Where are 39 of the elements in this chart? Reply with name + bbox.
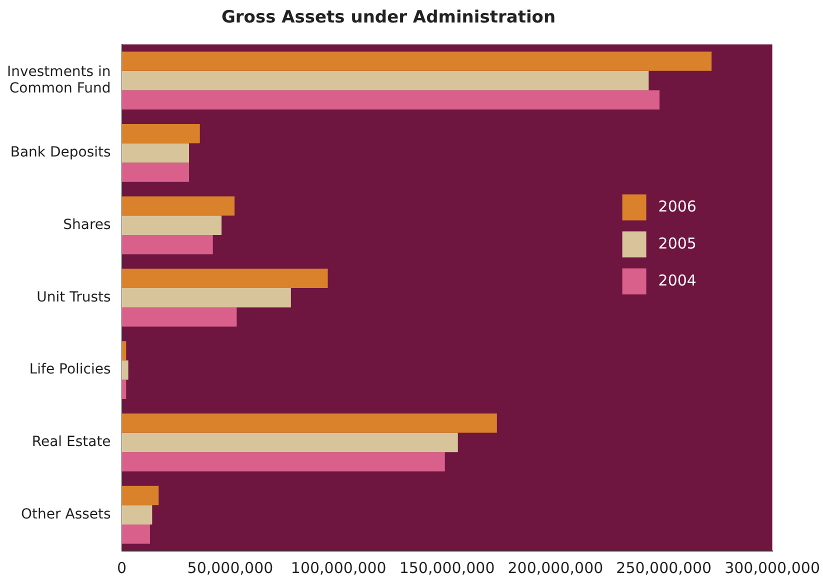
x-tick-label: 100,000,000: [290, 558, 386, 577]
bar: [122, 524, 150, 544]
bar: [122, 505, 152, 524]
y-tick-label: Shares: [63, 216, 111, 233]
legend-label: 2006: [658, 197, 696, 216]
x-tick-label: 50,000,000: [187, 558, 274, 577]
y-tick-label: Bank Deposits: [10, 144, 111, 161]
bar: [122, 341, 126, 360]
bar: [122, 90, 660, 110]
bar: [122, 143, 190, 163]
legend-label: 2005: [658, 234, 696, 252]
bar: [122, 234, 213, 254]
y-tick-label: Investments in Common Fund: [6, 64, 111, 97]
x-tick-label: 150,000,000: [399, 558, 495, 577]
x-tick-label: 0: [117, 558, 127, 577]
bar: [122, 52, 712, 71]
x-tick-label: 250,000,000: [616, 558, 712, 577]
bar: [122, 452, 445, 472]
legend-label: 2004: [658, 271, 696, 290]
bar: [122, 486, 159, 506]
bar: [122, 307, 237, 327]
bar: [122, 360, 128, 380]
y-tick-label: Other Assets: [21, 506, 111, 522]
bar: [122, 70, 649, 90]
bar: [122, 380, 126, 400]
bar: [122, 268, 328, 288]
bar: [122, 413, 497, 433]
y-tick-label: Unit Trusts: [36, 289, 111, 306]
chart-title: Gross Assets under Administration: [221, 8, 556, 28]
bar: [122, 196, 235, 216]
bar: [122, 124, 200, 144]
x-tick-label: 200,000,000: [508, 558, 604, 577]
x-tick-label: 300,000,000: [724, 558, 820, 577]
bar: [122, 288, 291, 308]
bar: [122, 432, 458, 452]
bar: [122, 162, 190, 182]
y-tick-label: Life Policies: [29, 362, 111, 378]
bar: [122, 216, 222, 235]
y-tick-label: Real Estate: [32, 434, 111, 450]
